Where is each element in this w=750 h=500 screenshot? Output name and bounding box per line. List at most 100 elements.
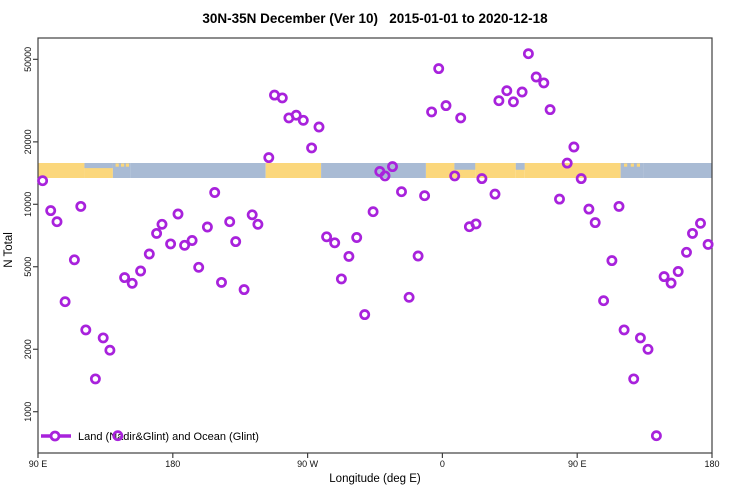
data-point [89, 373, 101, 385]
data-point [618, 324, 630, 336]
data-point [687, 227, 698, 239]
y-tick-label: 2000 [23, 339, 33, 359]
data-point [329, 237, 341, 249]
data-points [37, 48, 714, 442]
y-tick-label: 1000 [23, 402, 33, 422]
map-island-speck [630, 163, 634, 167]
data-point [650, 430, 662, 442]
map-island-speck [120, 163, 125, 167]
data-point [112, 430, 124, 442]
map-island-speck [115, 163, 119, 167]
legend-marker-icon [49, 430, 61, 442]
data-point [297, 114, 309, 126]
data-point [681, 246, 692, 258]
data-point [246, 209, 258, 221]
legend-label: Land (Nadir&Glint) and Ocean (Glint) [78, 431, 259, 443]
data-point [51, 216, 63, 228]
data-point [634, 332, 646, 344]
map-ocean-segment [643, 163, 712, 178]
data-point [516, 86, 528, 98]
data-point [396, 186, 407, 198]
data-point [613, 200, 625, 212]
data-point [554, 193, 565, 205]
data-point [530, 71, 542, 83]
x-tick-label: 90 W [297, 459, 319, 469]
data-point [561, 157, 573, 169]
y-tick-label: 50000 [23, 47, 33, 72]
data-point [665, 277, 677, 289]
data-point [507, 96, 519, 108]
y-axis-label: N Total [3, 232, 15, 268]
map-land-segment [265, 163, 322, 178]
y-axis-ticks: 1000 2000 5000 10000 20000 50000 [23, 47, 38, 422]
data-point [387, 161, 398, 173]
y-tick-label: 10000 [23, 192, 33, 217]
data-point [186, 235, 198, 246]
data-point [658, 271, 670, 283]
data-point [575, 173, 587, 185]
map-land-segment [38, 163, 85, 178]
data-point [695, 217, 706, 229]
data-point [104, 344, 116, 356]
chart-title: 30N-35N December (Ver 10) 2015-01-01 to … [202, 11, 548, 26]
data-point [598, 295, 610, 307]
data-point [238, 284, 250, 296]
data-point [193, 261, 205, 273]
data-point [470, 218, 482, 230]
data-point [583, 203, 595, 215]
map-island-speck [636, 163, 641, 167]
data-point [628, 373, 640, 385]
data-point [476, 173, 488, 185]
map-island-speck [125, 163, 130, 167]
data-point [538, 77, 550, 89]
data-point [419, 190, 431, 202]
data-point [201, 221, 213, 233]
data-point [606, 255, 618, 267]
data-point [68, 254, 80, 266]
map-ocean-segment [112, 163, 131, 178]
data-point [290, 109, 302, 121]
data-point [126, 277, 138, 289]
data-point [489, 188, 501, 200]
data-point [642, 343, 654, 355]
data-point [37, 175, 49, 187]
data-point [230, 236, 242, 248]
data-point [412, 250, 424, 262]
data-point [359, 309, 371, 321]
map-sea-notch [454, 163, 476, 170]
data-point [589, 217, 601, 229]
data-point [568, 141, 580, 153]
data-point [224, 216, 236, 228]
data-point [151, 227, 163, 239]
x-axis-ticks: 90 E 180 90 W 0 90 E 180 [29, 453, 720, 469]
data-point [263, 152, 275, 164]
data-point [75, 200, 87, 212]
data-point [252, 218, 264, 230]
data-point [59, 296, 71, 308]
x-tick-label: 0 [440, 459, 445, 469]
data-point [135, 265, 147, 277]
y-tick-label: 5000 [23, 257, 33, 277]
data-point [672, 266, 684, 277]
map-ocean-segment [130, 163, 266, 178]
x-axis-label: Longitude (deg E) [329, 473, 421, 485]
legend: Land (Nadir&Glint) and Ocean (Glint) [41, 430, 259, 443]
map-land-segment [515, 163, 525, 178]
map-land-segment [425, 163, 455, 178]
data-point [433, 63, 445, 75]
data-point [119, 272, 131, 284]
data-point [306, 142, 318, 154]
data-point [440, 100, 452, 112]
data-point [351, 232, 363, 243]
data-point [501, 85, 513, 97]
data-point [179, 239, 191, 251]
data-point [321, 231, 333, 243]
map-ocean-segment [620, 163, 644, 178]
y-tick-label: 20000 [23, 129, 33, 154]
data-point [97, 332, 109, 344]
data-point [455, 112, 467, 124]
plot-border [37, 37, 713, 454]
data-point [216, 276, 227, 288]
